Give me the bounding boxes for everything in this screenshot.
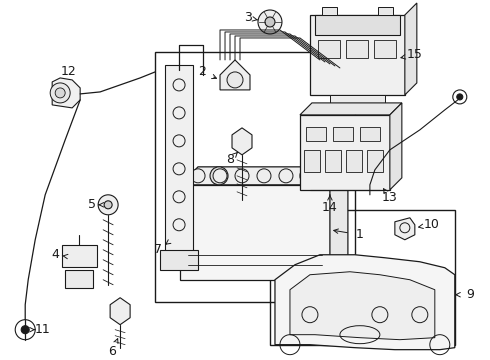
Circle shape: [98, 195, 118, 215]
Polygon shape: [52, 78, 80, 108]
Text: 3: 3: [244, 12, 252, 24]
Circle shape: [279, 169, 293, 183]
Circle shape: [265, 17, 275, 27]
Text: 8: 8: [226, 153, 234, 166]
Circle shape: [227, 72, 243, 88]
Bar: [306, 127, 326, 141]
Bar: [333, 127, 353, 141]
Text: 11: 11: [34, 323, 50, 336]
Bar: [325, 150, 341, 172]
Text: 5: 5: [88, 198, 96, 211]
Bar: [374, 40, 396, 58]
Circle shape: [457, 94, 463, 100]
Circle shape: [104, 201, 112, 209]
Polygon shape: [232, 128, 252, 155]
Bar: [330, 95, 385, 107]
Bar: [346, 150, 362, 172]
Bar: [300, 115, 390, 190]
Polygon shape: [275, 255, 455, 350]
Text: 7: 7: [154, 243, 162, 256]
Bar: [62, 245, 97, 267]
Circle shape: [55, 88, 65, 98]
Text: 1: 1: [356, 228, 364, 241]
Text: 12: 12: [60, 66, 76, 78]
Text: 15: 15: [407, 49, 423, 62]
Circle shape: [50, 83, 70, 103]
Circle shape: [235, 169, 249, 183]
Circle shape: [210, 167, 228, 185]
Circle shape: [305, 172, 313, 180]
Circle shape: [21, 326, 29, 334]
Polygon shape: [300, 103, 402, 115]
Bar: [346, 40, 368, 58]
Polygon shape: [110, 298, 130, 325]
Bar: [304, 150, 320, 172]
Bar: [270, 210, 455, 345]
Circle shape: [213, 169, 227, 183]
Circle shape: [258, 10, 282, 34]
Bar: [315, 15, 400, 35]
Bar: [165, 65, 193, 265]
Circle shape: [257, 169, 271, 183]
Polygon shape: [330, 167, 348, 280]
Text: 14: 14: [322, 201, 338, 214]
Circle shape: [300, 167, 318, 185]
Text: 10: 10: [424, 218, 440, 231]
Bar: [180, 185, 330, 280]
Text: 6: 6: [108, 345, 116, 358]
Polygon shape: [290, 272, 435, 340]
Bar: [318, 40, 340, 58]
Circle shape: [191, 169, 205, 183]
Text: 13: 13: [382, 191, 398, 204]
Bar: [65, 270, 93, 288]
Polygon shape: [395, 218, 415, 240]
Bar: [367, 150, 383, 172]
Polygon shape: [405, 3, 417, 95]
Bar: [360, 127, 380, 141]
Bar: [155, 52, 355, 302]
Bar: [322, 7, 337, 15]
Text: 9: 9: [466, 288, 474, 301]
Circle shape: [301, 169, 315, 183]
Bar: [378, 7, 393, 15]
Text: 4: 4: [51, 248, 59, 261]
Bar: [160, 250, 198, 270]
Polygon shape: [220, 60, 250, 90]
Bar: [310, 15, 405, 95]
Polygon shape: [390, 103, 402, 190]
Text: 2: 2: [198, 66, 206, 78]
Circle shape: [215, 172, 223, 180]
Polygon shape: [180, 167, 348, 185]
